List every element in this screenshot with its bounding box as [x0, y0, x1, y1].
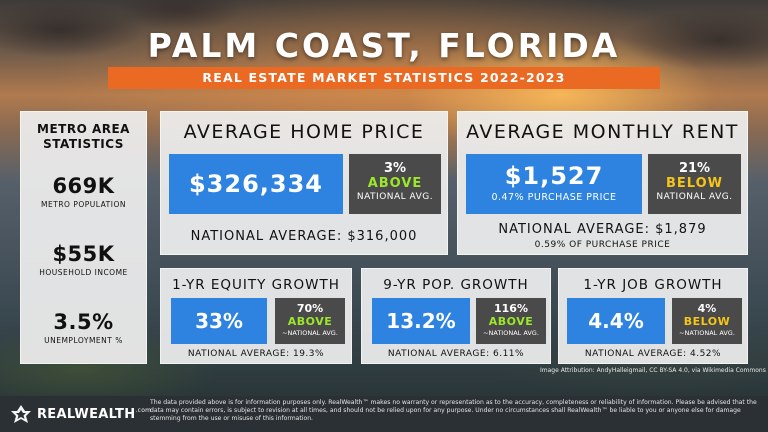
household-income-label: HOUSEHOLD INCOME — [39, 268, 128, 277]
unemployment-label: UNEMPLOYMENT % — [44, 336, 123, 345]
population-growth-direction: ABOVE — [488, 315, 534, 328]
unemployment-value: 3.5% — [53, 310, 114, 334]
home-price-comparison: 3% ABOVE NATIONAL AVG. — [349, 154, 441, 214]
household-income-value: $55K — [52, 242, 115, 266]
footer-bar — [0, 396, 768, 432]
equity-growth-comparison: 70% ABOVE ~NATIONAL AVG. — [275, 298, 345, 344]
job-growth-pct: 4% — [697, 302, 717, 315]
realwealth-logo: REALWEALTH.com — [10, 404, 151, 424]
monthly-rent-title: AVERAGE MONTHLY RENT — [466, 121, 739, 143]
metro-stats-heading: METRO AREA STATISTICS — [37, 122, 130, 151]
home-price-direction: ABOVE — [367, 176, 423, 191]
population-growth-national-average: NATIONAL AVERAGE: 6.11% — [387, 349, 525, 359]
monthly-rent-compare-label: NATIONAL AVG. — [656, 192, 733, 202]
page-title: PALM COAST, FLORIDA — [147, 26, 621, 65]
monthly-rent-card: AVERAGE MONTHLY RENT $1,527 0.47% PURCHA… — [457, 111, 748, 255]
job-growth-comparison: 4% BELOW ~NATIONAL AVG. — [672, 298, 742, 344]
home-price-title: AVERAGE HOME PRICE — [183, 121, 425, 143]
population-growth-card: 9-YR POP. GROWTH 13.2% 116% ABOVE ~NATIO… — [361, 268, 551, 364]
image-attribution: Image Attribution: AndyHalleigmail, CC B… — [540, 367, 766, 374]
monthly-rent-value-box: $1,527 0.47% PURCHASE PRICE — [466, 154, 642, 214]
equity-growth-title: 1-YR EQUITY GROWTH — [172, 277, 340, 293]
job-growth-direction: BELOW — [683, 315, 731, 328]
disclaimer-text: The data provided above is for informati… — [150, 399, 757, 422]
equity-growth-pct: 70% — [296, 302, 324, 315]
population-growth-title: 9-YR POP. GROWTH — [383, 277, 529, 293]
equity-growth-national-average: NATIONAL AVERAGE: 19.3% — [187, 349, 325, 359]
job-growth-card: 1-YR JOB GROWTH 4.4% 4% BELOW ~NATIONAL … — [558, 268, 748, 364]
population-growth-value: 13.2% — [372, 298, 470, 344]
population-growth-pct: 116% — [494, 302, 528, 315]
home-price-national-average: NATIONAL AVERAGE: $316,000 — [190, 229, 418, 244]
realwealth-mark-icon — [11, 405, 31, 423]
monthly-rent-national-average: NATIONAL AVERAGE: $1,879 — [498, 222, 707, 237]
metro-population: 669K METRO POPULATION — [21, 174, 146, 209]
monthly-rent-purchase-pct: 0.47% PURCHASE PRICE — [491, 192, 617, 203]
household-income: $55K HOUSEHOLD INCOME — [21, 242, 146, 277]
job-growth-title: 1-YR JOB GROWTH — [583, 277, 723, 293]
equity-growth-value: 33% — [171, 298, 267, 344]
home-price-value: $326,334 — [169, 154, 343, 214]
equity-growth-direction: ABOVE — [287, 315, 333, 328]
home-price-card: AVERAGE HOME PRICE $326,334 3% ABOVE NAT… — [160, 111, 448, 255]
job-growth-value: 4.4% — [567, 298, 665, 344]
monthly-rent-direction: BELOW — [666, 176, 723, 191]
job-growth-national-average: NATIONAL AVERAGE: 4.52% — [584, 349, 722, 359]
metro-population-value: 669K — [52, 174, 115, 198]
home-price-pct: 3% — [383, 161, 407, 176]
monthly-rent-pct: 21% — [678, 161, 711, 176]
background-clouds — [0, 0, 768, 120]
job-growth-compare-label: ~NATIONAL AVG. — [679, 329, 735, 337]
metro-stats-card: METRO AREA STATISTICS 669K METRO POPULAT… — [20, 111, 147, 364]
realwealth-logo-text: REALWEALTH.com — [37, 406, 152, 422]
monthly-rent-comparison: 21% BELOW NATIONAL AVG. — [648, 154, 741, 214]
unemployment: 3.5% UNEMPLOYMENT % — [21, 310, 146, 345]
equity-growth-card: 1-YR EQUITY GROWTH 33% 70% ABOVE ~NATION… — [160, 268, 352, 364]
monthly-rent-value: $1,527 — [504, 162, 604, 190]
metro-population-label: METRO POPULATION — [41, 200, 126, 209]
population-growth-comparison: 116% ABOVE ~NATIONAL AVG. — [476, 298, 546, 344]
monthly-rent-national-purchase-pct: 0.59% OF PURCHASE PRICE — [534, 240, 671, 250]
home-price-compare-label: NATIONAL AVG. — [356, 192, 434, 202]
subtitle-banner: REAL ESTATE MARKET STATISTICS 2022-2023 — [108, 67, 660, 89]
equity-growth-compare-label: ~NATIONAL AVG. — [282, 329, 338, 337]
population-growth-compare-label: ~NATIONAL AVG. — [483, 329, 539, 337]
